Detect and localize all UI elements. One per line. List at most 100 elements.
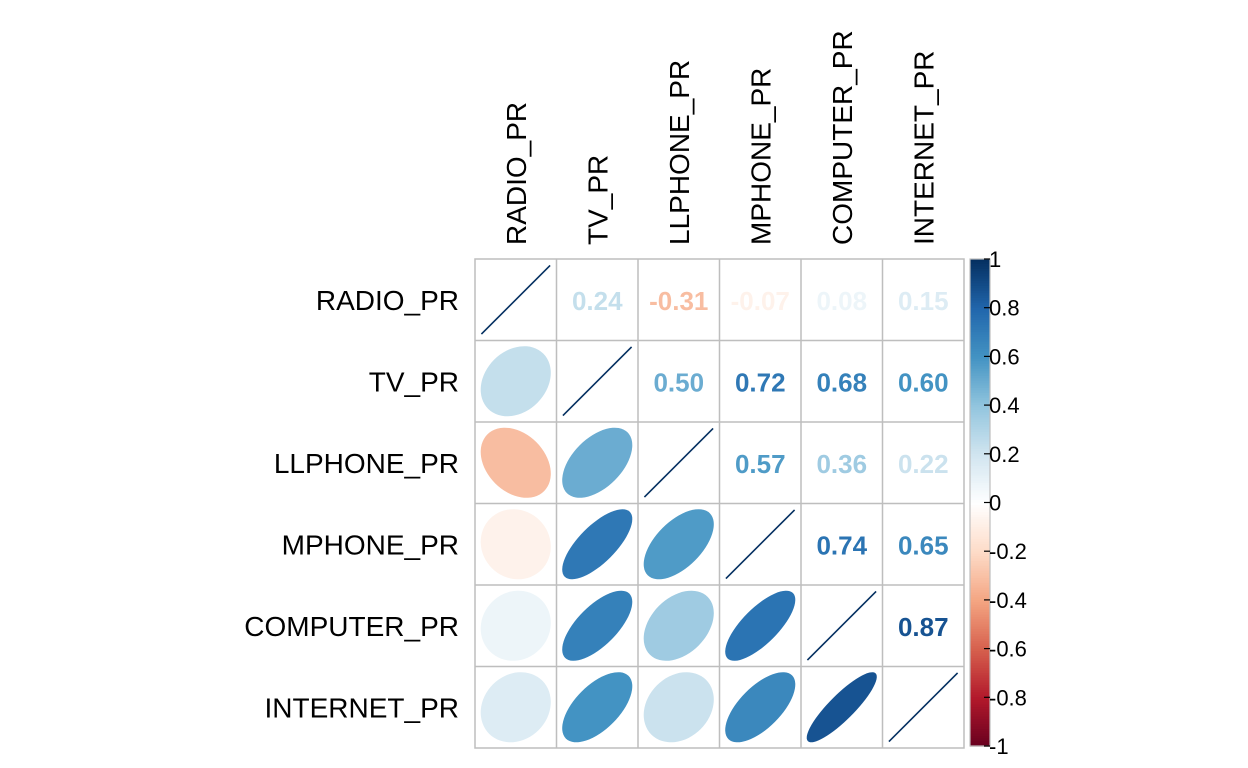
colorbar-segment (970, 663, 990, 667)
colorbar-segment (970, 329, 990, 333)
colorbar-segment (970, 363, 990, 367)
colorbar-segment (970, 261, 990, 265)
colorbar-segment (970, 280, 990, 284)
correlation-value-label: 0.87 (898, 612, 949, 642)
colorbar-segment (970, 714, 990, 718)
colorbar-segment (970, 687, 990, 691)
colorbar-segment (970, 689, 990, 694)
colorbar-segment (970, 302, 990, 306)
colorbar-segment (970, 638, 990, 642)
colorbar-segment (970, 514, 990, 518)
colorbar-segment (970, 655, 990, 659)
colorbar-segment (970, 502, 990, 506)
colorbar-segment (970, 614, 990, 618)
colorbar-segment (970, 441, 990, 445)
colorbar-tick-label: 1 (989, 247, 1001, 272)
colorbar-segment (970, 429, 990, 433)
correlation-ellipse (562, 427, 633, 498)
colorbar-segment (970, 307, 990, 311)
row-label: COMPUTER_PR (244, 611, 459, 642)
correlation-value-label: -0.31 (649, 286, 708, 316)
colorbar-segment (970, 380, 990, 384)
colorbar-segment (970, 643, 990, 647)
colorbar-segment (970, 743, 990, 747)
colorbar-tick-label: -1 (989, 734, 1009, 759)
colorbar-segment (970, 349, 990, 353)
colorbar-segment (970, 353, 990, 357)
colorbar-segment (970, 453, 990, 457)
colorbar-segment (970, 300, 990, 304)
colorbar-segment (970, 536, 990, 540)
colorbar-segment (970, 500, 990, 504)
colorbar-segment (970, 339, 990, 343)
colorbar-segment (970, 719, 990, 723)
colorbar-segment (970, 312, 990, 316)
colorbar-segment (970, 563, 990, 567)
colorbar-segment (970, 534, 990, 538)
colorbar-segment (970, 504, 990, 508)
correlation-ellipse (806, 672, 877, 743)
correlation-ellipse (480, 509, 551, 580)
diagonal-mark (888, 672, 959, 743)
colorbar-segment (970, 478, 990, 482)
colorbar-segment (970, 305, 990, 309)
colorbar-segment (970, 728, 990, 732)
colorbar-segment (970, 602, 990, 606)
colorbar-segment (970, 278, 990, 282)
colorbar-segment (970, 351, 990, 355)
colorbar-segment (970, 446, 990, 450)
colorbar-segment (970, 646, 990, 650)
correlation-ellipse (480, 427, 551, 498)
colorbar-segment (970, 672, 990, 676)
correlation-ellipse (725, 672, 796, 743)
colorbar-segment (970, 685, 990, 689)
colorbar-segment (970, 480, 990, 484)
colorbar-segment (970, 366, 990, 370)
colorbar-segment (970, 324, 990, 328)
diagonal-mark (643, 427, 714, 498)
correlation-value-label: 0.36 (816, 449, 867, 479)
colorbar-segment (970, 609, 990, 613)
colorbar-segment (970, 512, 990, 516)
colorbar-segment (970, 521, 990, 526)
colorbar-segment (970, 590, 990, 594)
colorbar-segment (970, 439, 990, 443)
correlation-value-label: 0.72 (735, 367, 786, 397)
colorbar-segment (970, 409, 990, 414)
correlation-value-label: 0.22 (898, 449, 949, 479)
colorbar-segment (970, 711, 990, 715)
colorbar-segment (970, 483, 990, 487)
colorbar-segment (970, 317, 990, 321)
colorbar-segment (970, 616, 990, 620)
colorbar-tick-label: 0.4 (989, 393, 1020, 418)
colorbar-segment (970, 548, 990, 552)
correlation-value-label: 0.24 (572, 286, 623, 316)
colorbar-segment (970, 373, 990, 377)
colorbar-segment (970, 675, 990, 679)
colorbar-segment (970, 378, 990, 382)
colorbar-segment (970, 346, 990, 350)
cells-layer: 0.24 -0.31 -0.07 0.08 0.15 0.50 0.72 0.68 0.60 0.… (480, 264, 959, 743)
colorbar-segment (970, 539, 990, 543)
colorbar-tick-label: -0.6 (989, 637, 1027, 662)
colorbar-segment (970, 633, 990, 638)
colorbar-segment (970, 595, 990, 599)
colorbar-segment (970, 368, 990, 372)
colorbar-segment (970, 385, 990, 389)
colorbar-segment (970, 297, 990, 301)
colorbar-segment (970, 653, 990, 657)
colorbar-segment (970, 626, 990, 630)
colorbar-segment (970, 526, 990, 530)
colorbar-segment (970, 741, 990, 745)
correlation-ellipse (725, 590, 796, 661)
colorbar-segment (970, 434, 990, 438)
colorbar-segment (970, 531, 990, 535)
colorbar-segment (970, 738, 990, 742)
colorbar-segment (970, 263, 990, 267)
colorbar-segment (970, 565, 990, 569)
colorbar-segment (970, 551, 990, 555)
colorbar-tick-label: -0.4 (989, 588, 1027, 613)
correlation-value-label: 0.57 (735, 449, 786, 479)
colorbar-segment (970, 268, 990, 272)
